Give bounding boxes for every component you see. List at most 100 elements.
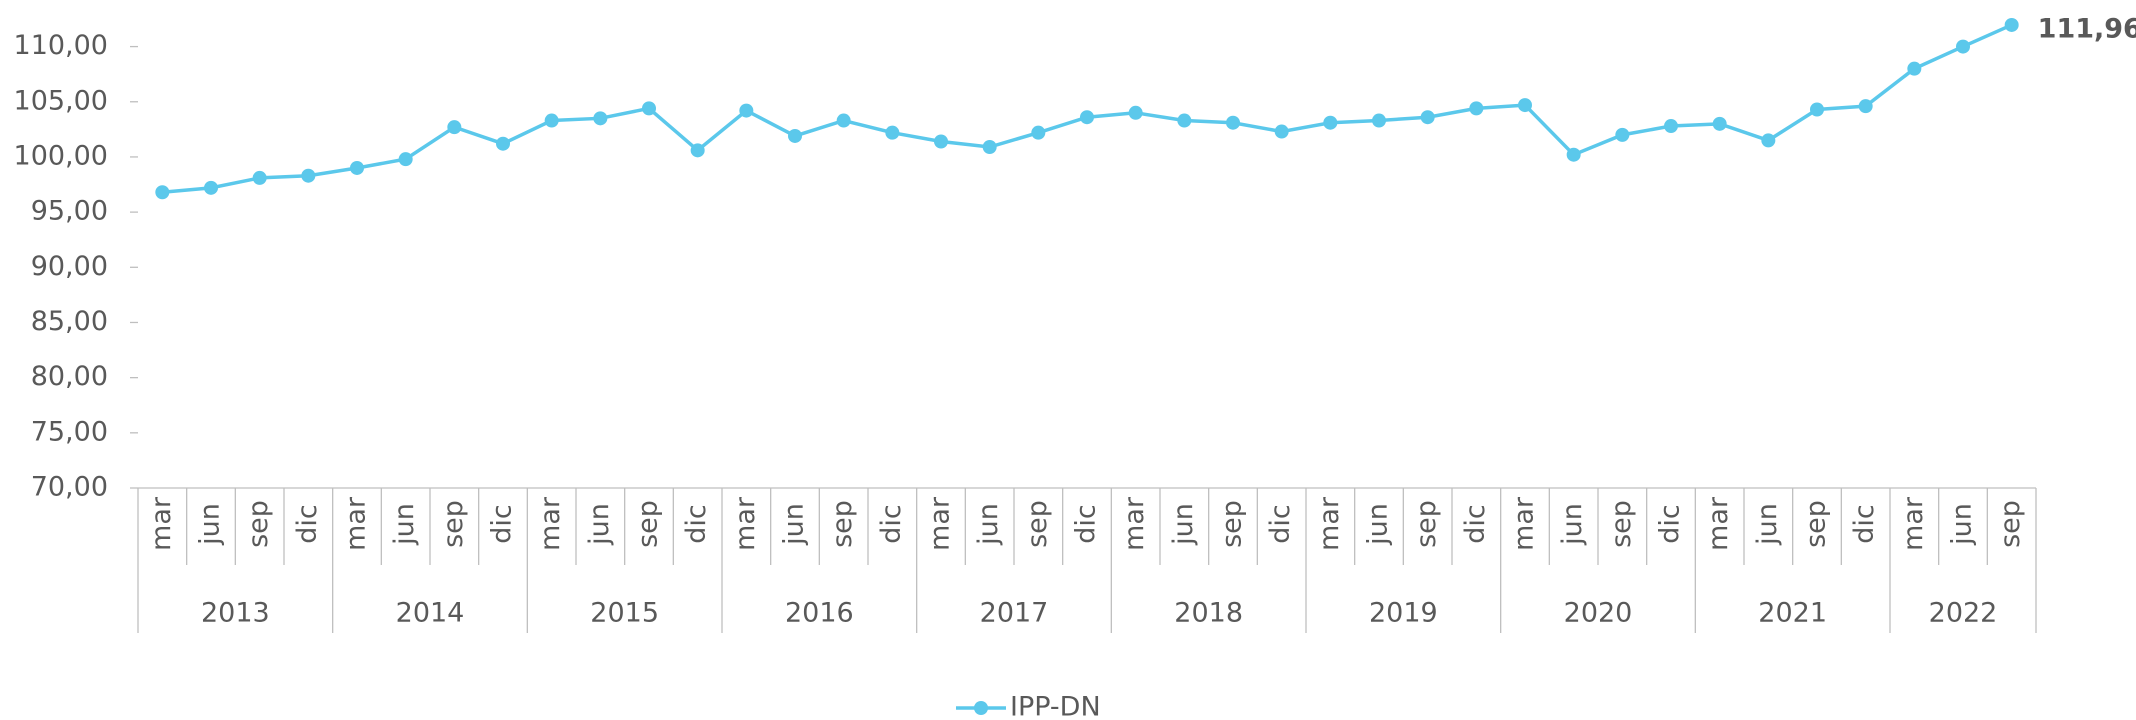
x-tick-label: mar — [1898, 496, 1929, 551]
x-tick-label: jun — [973, 503, 1004, 546]
data-point — [301, 168, 316, 183]
data-point — [1615, 127, 1630, 142]
year-label: 2014 — [396, 598, 465, 629]
data-point — [1372, 113, 1386, 128]
year-label: 2021 — [1758, 598, 1827, 629]
x-tick-label: dic — [1071, 504, 1102, 544]
x-tick-label: sep — [1022, 500, 1053, 548]
x-tick-label: dic — [292, 504, 323, 544]
data-point — [1907, 61, 1922, 76]
x-tick-label: mar — [1509, 496, 1540, 551]
data-point — [1128, 105, 1143, 120]
year-label: 2018 — [1174, 598, 1243, 629]
year-label: 2020 — [1564, 598, 1633, 629]
x-tick-label: mar — [1703, 496, 1734, 551]
x-tick-label: sep — [1606, 500, 1637, 548]
y-tick-label: 80,00 — [31, 361, 108, 392]
y-tick-label: 105,00 — [14, 85, 108, 116]
data-point — [155, 185, 170, 200]
year-label: 2017 — [980, 598, 1049, 629]
y-tick-label: 90,00 — [31, 251, 108, 282]
data-point — [1469, 101, 1484, 116]
data-point — [1080, 110, 1094, 125]
y-tick-label: 70,00 — [31, 472, 108, 503]
year-label: 2019 — [1369, 598, 1438, 629]
x-tick-label: mar — [1314, 496, 1345, 551]
x-tick-label: dic — [681, 504, 712, 544]
series-line — [162, 23, 2013, 194]
year-label: 2022 — [1929, 598, 1998, 629]
x-tick-label: dic — [1460, 504, 1491, 544]
data-point — [252, 170, 267, 185]
data-point — [788, 128, 802, 143]
data-point — [1226, 115, 1240, 130]
x-tick-label: sep — [1995, 500, 2026, 548]
x-tick-label: mar — [1119, 496, 1150, 551]
x-tick-label: sep — [243, 500, 274, 548]
data-point — [739, 103, 754, 118]
x-tick-label: jun — [1557, 503, 1588, 546]
data-point — [1420, 110, 1435, 125]
x-tick-label: dic — [487, 504, 518, 544]
data-point — [2004, 17, 2019, 32]
x-tick-label: sep — [1217, 500, 1248, 548]
data-point — [1566, 147, 1581, 162]
data-point — [398, 152, 413, 167]
data-point — [1761, 133, 1776, 148]
data-point — [934, 134, 948, 149]
x-tick-label: sep — [827, 500, 858, 548]
x-tick-label: dic — [1655, 504, 1686, 544]
y-tick-label: 85,00 — [31, 306, 108, 337]
x-tick-label: mar — [341, 496, 372, 551]
x-tick-label: sep — [633, 500, 664, 548]
y-tick-label: 110,00 — [14, 30, 108, 61]
legend-label: IPP-DN — [1010, 692, 1101, 720]
data-point — [447, 120, 462, 135]
x-tick-label: jun — [1168, 503, 1199, 546]
x-tick-label: mar — [925, 496, 956, 551]
data-point — [544, 113, 559, 128]
x-tick-label: mar — [535, 496, 566, 551]
x-tick-label: jun — [1752, 503, 1783, 546]
x-tick-label: jun — [779, 503, 810, 546]
x-tick-label: mar — [730, 496, 761, 551]
x-tick-label: jun — [1363, 503, 1394, 546]
y-tick-label: 75,00 — [31, 416, 108, 447]
x-tick-label: dic — [1849, 504, 1880, 544]
data-point — [1177, 113, 1192, 128]
x-tick-label: jun — [1947, 503, 1978, 546]
data-point — [350, 160, 364, 175]
data-label: 111,96 — [2038, 13, 2136, 44]
data-point — [982, 140, 997, 155]
year-label: 2015 — [590, 598, 659, 629]
data-point — [1031, 125, 1046, 140]
data-point — [885, 125, 900, 140]
x-tick-label: mar — [146, 496, 177, 551]
data-point — [1274, 124, 1289, 139]
data-point — [1518, 98, 1532, 113]
x-tick-label: sep — [1801, 500, 1832, 548]
y-tick-label: 95,00 — [31, 196, 108, 227]
year-label: 2013 — [201, 598, 270, 629]
data-point — [1858, 99, 1873, 114]
data-point — [690, 143, 705, 158]
x-tick-label: dic — [876, 504, 907, 544]
y-tick-label: 100,00 — [14, 140, 108, 171]
data-point — [1810, 102, 1824, 117]
x-tick-label: jun — [195, 503, 226, 546]
x-tick-label: dic — [1265, 504, 1296, 544]
data-point — [642, 101, 656, 116]
year-label: 2016 — [785, 598, 854, 629]
data-point — [1323, 115, 1338, 130]
x-tick-label: jun — [584, 503, 615, 546]
x-tick-label: sep — [438, 500, 469, 548]
data-point — [1956, 39, 1970, 54]
data-point — [496, 136, 510, 151]
data-point — [1712, 116, 1727, 131]
x-tick-label: jun — [389, 503, 420, 546]
data-point — [593, 111, 608, 126]
x-tick-label: sep — [1411, 500, 1442, 548]
data-point — [204, 180, 218, 195]
data-point — [836, 113, 851, 128]
